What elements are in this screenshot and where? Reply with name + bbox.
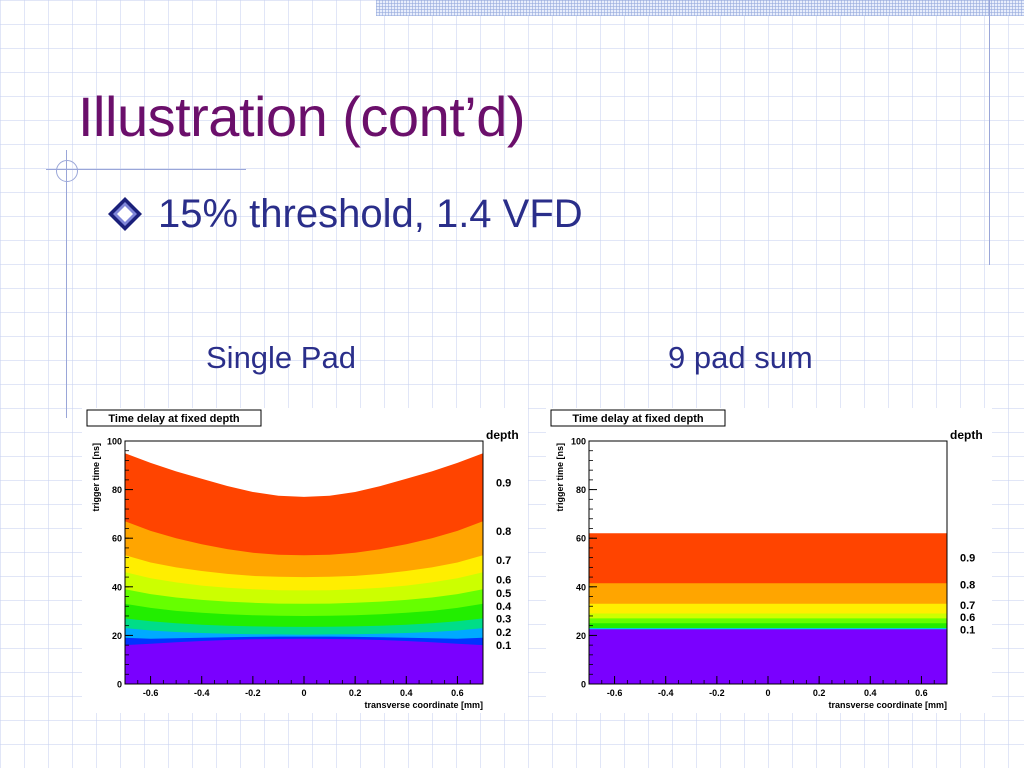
diamond-bullet-icon (108, 197, 142, 231)
x-tick-label: 0.6 (915, 688, 928, 698)
x-tick-label: 0.4 (864, 688, 877, 698)
header-pattern-strip (376, 0, 1024, 16)
depth-band-unlabeled-7 (589, 629, 947, 684)
x-tick-label: -0.4 (194, 688, 210, 698)
legend-label: 0.2 (496, 627, 511, 639)
x-tick-label: 0 (301, 688, 306, 698)
y-tick-label: 40 (576, 582, 586, 592)
chart-title: Time delay at fixed depth (108, 413, 240, 425)
right-guide-line (989, 0, 990, 265)
y-tick-label: 80 (112, 485, 122, 495)
y-axis-label: trigger time [ns] (555, 443, 565, 512)
legend-title: depth (486, 428, 519, 442)
x-axis-label: transverse coordinate [mm] (364, 700, 483, 710)
legend-label: 0.1 (496, 640, 511, 652)
chart-nine-pad-sum: 0 20 40 60 80 100 -0.6 -0.4 -0.2 0 0.2 0.4 0.6 Time d… (546, 408, 992, 713)
y-tick-label: 0 (117, 680, 122, 690)
left-guide-line (66, 150, 67, 418)
chart-nine-pad-sum-svg: 0 20 40 60 80 100 -0.6 -0.4 -0.2 0 0.2 0.4 0.6 Time d… (550, 409, 983, 710)
title-underline (46, 169, 246, 170)
depth-band-unlabeled-9 (125, 638, 483, 684)
x-tick-label: -0.6 (143, 688, 159, 698)
bullet-item: 15% threshold, 1.4 VFD (106, 192, 583, 236)
x-tick-label: 0.4 (400, 688, 413, 698)
x-tick-label: -0.6 (607, 688, 623, 698)
legend-label: 0.7 (496, 555, 511, 567)
y-tick-label: 60 (112, 534, 122, 544)
chart-title: Time delay at fixed depth (572, 413, 704, 425)
slide-title: Illustration (cont’d) (78, 85, 526, 148)
x-tick-label: -0.4 (658, 688, 674, 698)
y-tick-label: 60 (576, 534, 586, 544)
y-tick-label: 20 (576, 631, 586, 641)
legend-label: 0.6 (496, 575, 511, 587)
guide-circle (56, 160, 78, 182)
caption-single-pad: Single Pad (206, 340, 356, 375)
y-tick-label: 100 (107, 437, 122, 447)
y-tick-label: 20 (112, 631, 122, 641)
legend-label: 0.9 (960, 553, 975, 565)
legend-label: 0.8 (960, 579, 975, 591)
x-tick-label: 0 (765, 688, 770, 698)
legend-label: 0.9 (496, 477, 511, 489)
legend-title: depth (950, 428, 983, 442)
legend-label: 0.1 (960, 624, 975, 636)
x-tick-label: 0.2 (813, 688, 826, 698)
legend-label: 0.6 (960, 612, 975, 624)
legend-label: 0.4 (496, 601, 512, 613)
y-axis-label: trigger time [ns] (91, 443, 101, 512)
bullet-text: 15% threshold, 1.4 VFD (158, 191, 583, 236)
x-tick-label: 0.6 (451, 688, 464, 698)
caption-nine-pad-sum: 9 pad sum (668, 340, 813, 375)
y-tick-label: 80 (576, 485, 586, 495)
y-tick-label: 100 (571, 437, 586, 447)
legend-label: 0.7 (960, 600, 975, 612)
x-tick-label: -0.2 (709, 688, 725, 698)
y-tick-label: 0 (581, 680, 586, 690)
chart-title-box (550, 409, 726, 427)
legend-label: 0.5 (496, 588, 511, 600)
x-tick-label: 0.2 (349, 688, 362, 698)
legend-label: 0.8 (496, 526, 511, 538)
chart-title-box (86, 409, 262, 427)
legend-label: 0.3 (496, 613, 511, 625)
x-tick-label: -0.2 (245, 688, 261, 698)
y-tick-label: 40 (112, 582, 122, 592)
chart-single-pad: 0 20 40 60 80 100 -0.6 -0.4 -0.2 0 0.2 0.4 0.6 Time d… (82, 408, 528, 713)
chart-single-pad-svg: 0 20 40 60 80 100 -0.6 -0.4 -0.2 0 0.2 0.4 0.6 Time d… (86, 409, 519, 710)
x-axis-label: transverse coordinate [mm] (828, 700, 947, 710)
